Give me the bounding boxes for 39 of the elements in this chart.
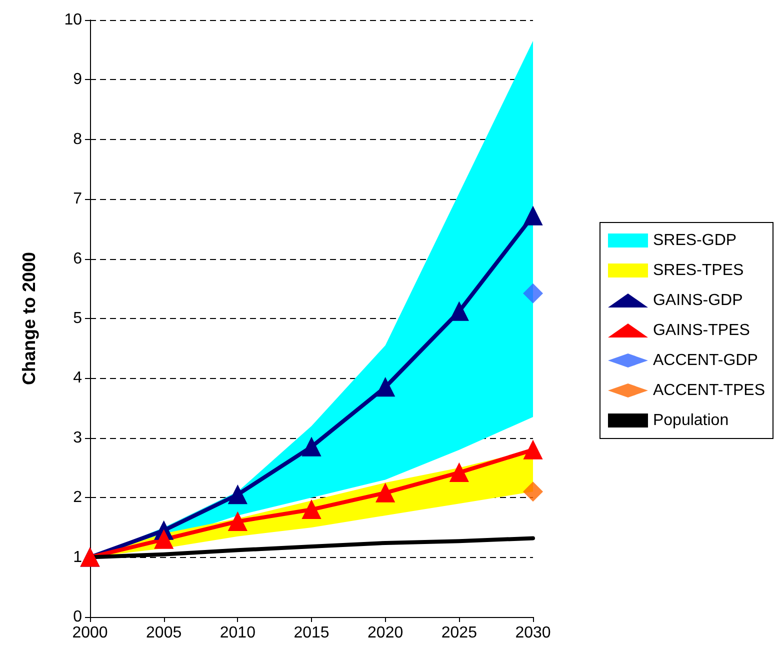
y-tick-label: 10 bbox=[64, 12, 82, 28]
point bbox=[154, 530, 174, 549]
legend-label: SRES-TPES bbox=[652, 262, 744, 279]
point bbox=[228, 512, 248, 531]
legend-label: ACCENT-TPES bbox=[652, 382, 765, 399]
x-tick-label: 2010 bbox=[220, 624, 256, 642]
x-tick-label: 2030 bbox=[515, 624, 551, 642]
legend-label: Population bbox=[652, 412, 729, 429]
point bbox=[228, 485, 248, 504]
point bbox=[524, 440, 542, 460]
y-tick-label: 8 bbox=[73, 130, 82, 148]
y-tick-label: 3 bbox=[73, 429, 82, 446]
x-tick-label: 2025 bbox=[441, 624, 478, 642]
point bbox=[302, 437, 321, 456]
legend-label: GAINS-GDP bbox=[652, 292, 743, 309]
point bbox=[523, 283, 543, 304]
point bbox=[302, 500, 321, 520]
y-tick-label: 0 bbox=[73, 608, 82, 626]
y-tick-label: 7 bbox=[73, 190, 82, 208]
legend-label: ACCENT-GDP bbox=[652, 352, 758, 369]
point bbox=[524, 206, 542, 226]
y-tick-label: 1 bbox=[73, 548, 82, 566]
point bbox=[450, 302, 469, 321]
y-axis-title: Change to 2000 bbox=[19, 252, 39, 386]
y-tick-label: 9 bbox=[73, 71, 82, 88]
legend-label: GAINS-TPES bbox=[652, 322, 750, 339]
point bbox=[376, 378, 395, 397]
y-tick-label: 6 bbox=[73, 250, 82, 268]
point bbox=[376, 483, 395, 502]
x-tick-label: 2005 bbox=[146, 624, 182, 642]
x-tick-label: 2015 bbox=[294, 624, 330, 642]
y-tick-label: 4 bbox=[73, 370, 82, 387]
x-tick-label: 2000 bbox=[72, 624, 108, 642]
point bbox=[523, 482, 543, 502]
point bbox=[450, 463, 469, 482]
legend-label: SRES-GDP bbox=[652, 232, 737, 249]
y-tick-label: 2 bbox=[73, 489, 82, 506]
x-tick-label: 2020 bbox=[368, 624, 404, 642]
y-tick-label: 5 bbox=[73, 310, 82, 327]
